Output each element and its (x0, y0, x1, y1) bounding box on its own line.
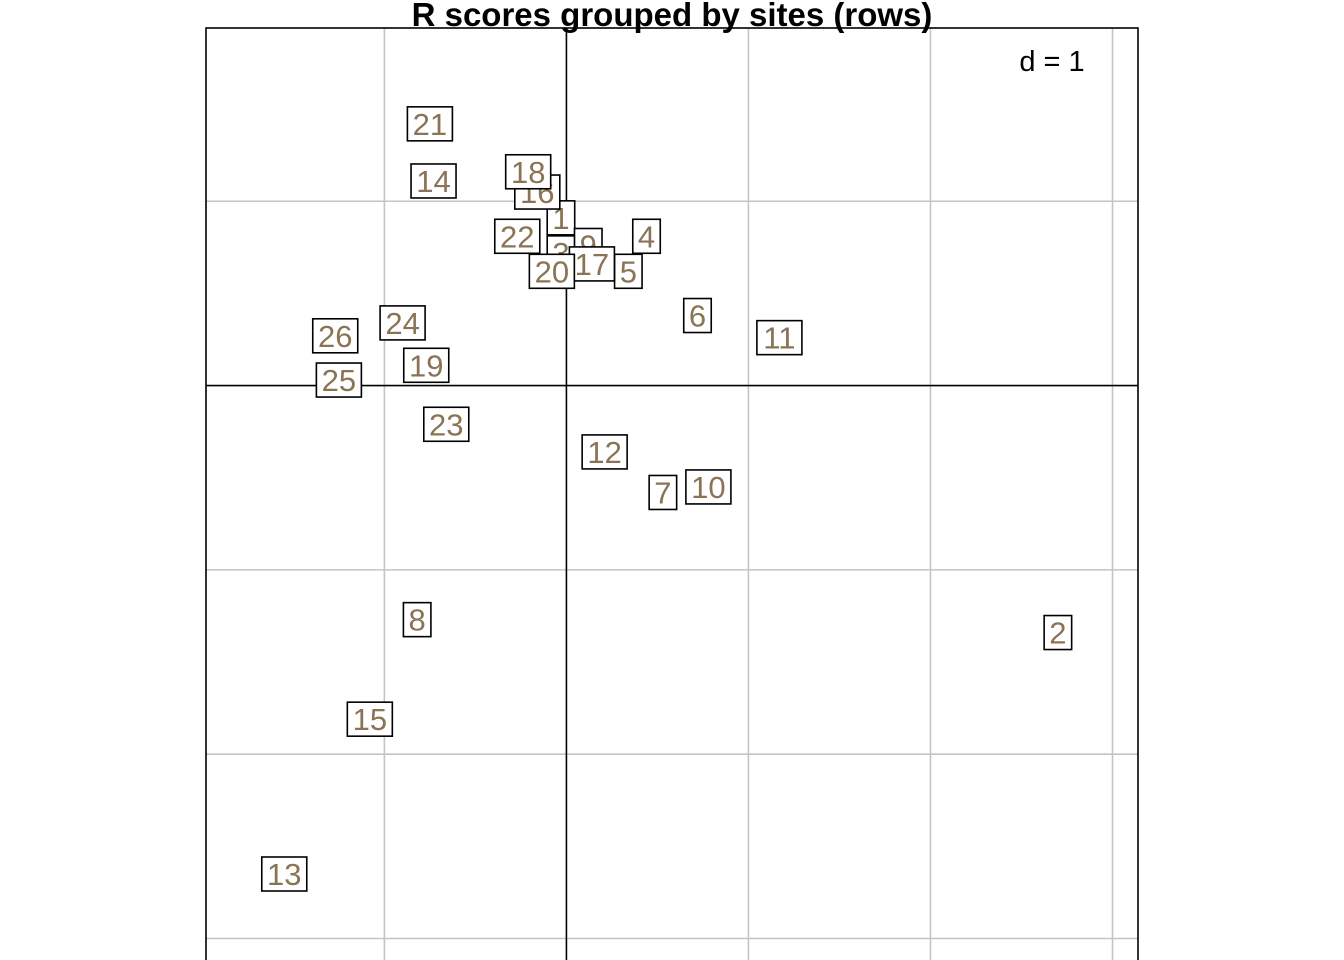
site-label-box (1043, 614, 1073, 651)
points-layer: 123 4567891011121314151617181920212223242… (260, 106, 1073, 892)
site-label: 19 (409, 348, 443, 383)
site-label-box (315, 362, 363, 398)
site-point-5: 5 (613, 253, 643, 289)
site-point-2: 2 (1043, 614, 1073, 651)
site-point-14: 14 (410, 163, 457, 199)
site-label-box (682, 297, 713, 334)
site-label-box (528, 253, 576, 290)
site-label: 6 (689, 299, 706, 334)
site-label: 20 (535, 254, 569, 289)
site-label-box (648, 474, 678, 511)
site-label-box (260, 856, 308, 892)
site-label: 8 (409, 603, 426, 638)
site-label-box (311, 318, 359, 354)
site-label: 18 (511, 155, 545, 190)
site-label-box (546, 200, 576, 236)
scale-label: d = 1 (1019, 46, 1084, 78)
site-point-6: 6 (682, 297, 713, 334)
plot-frame (205, 27, 1139, 960)
site-label-box (379, 305, 426, 341)
site-label: 23 (429, 407, 463, 442)
scale-label-background (1008, 40, 1096, 80)
site-label-box (406, 106, 454, 142)
site-point-24: 24 (379, 305, 426, 341)
site-label: 25 (322, 363, 356, 398)
site-label-box (685, 469, 732, 505)
site-point-7: 7 (648, 474, 678, 511)
site-point-10: 10 (685, 469, 732, 505)
site-label-box (504, 153, 552, 190)
site-point-20: 20 (528, 253, 576, 290)
site-label: 2 (1049, 616, 1066, 651)
site-point-25: 25 (315, 362, 363, 398)
site-label-box (631, 218, 662, 255)
site-label: 17 (575, 247, 609, 282)
site-label: 14 (416, 164, 450, 199)
site-label-box (410, 163, 457, 199)
site-point-23: 23 (422, 406, 470, 443)
site-label: 24 (385, 306, 419, 341)
site-label-box (756, 319, 803, 356)
chart-title: R scores grouped by sites (rows) (412, 0, 933, 33)
site-point-13: 13 (260, 856, 308, 892)
site-point-18: 18 (504, 153, 552, 190)
site-label: 15 (353, 702, 387, 737)
site-label-box (402, 347, 450, 384)
site-point-12: 12 (581, 434, 628, 470)
site-label: 4 (638, 219, 655, 254)
site-point-19: 19 (402, 347, 450, 384)
site-label-box (581, 434, 628, 470)
site-label: 13 (267, 857, 301, 892)
site-point-11: 11 (756, 319, 803, 356)
site-point-21: 21 (406, 106, 454, 142)
site-label-box (402, 601, 432, 638)
site-label: 22 (500, 219, 534, 254)
site-label-box (493, 218, 541, 255)
site-label: 7 (654, 475, 671, 510)
site-point-17: 17 (568, 246, 616, 282)
site-label-box (422, 406, 470, 443)
site-point-8: 8 (402, 601, 432, 638)
site-label-box (346, 701, 394, 737)
site-label: 11 (763, 321, 795, 356)
site-label: 21 (413, 107, 447, 142)
site-label: 10 (691, 470, 725, 505)
site-point-26: 26 (311, 318, 359, 354)
site-label: 12 (587, 435, 621, 470)
site-point-15: 15 (346, 701, 394, 737)
site-point-4: 4 (631, 218, 662, 255)
site-label: 26 (318, 319, 352, 354)
site-label: 5 (620, 254, 637, 289)
site-point-22: 22 (493, 218, 541, 255)
grid-layer (206, 28, 1138, 960)
